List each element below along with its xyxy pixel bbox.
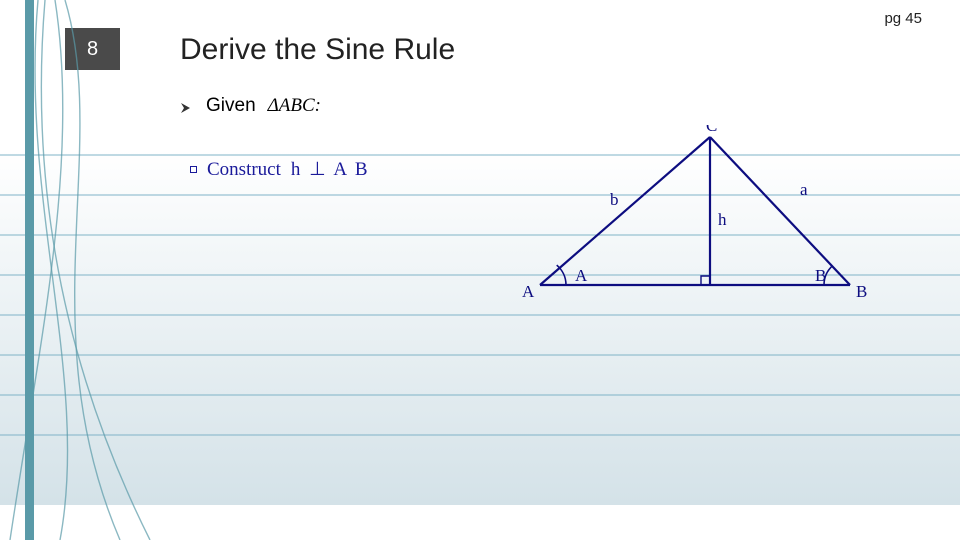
svg-text:h: h <box>718 210 727 229</box>
given-text: Given <box>206 95 256 117</box>
svg-text:A: A <box>522 282 535 301</box>
svg-text:b: b <box>610 190 619 209</box>
svg-text:C: C <box>706 125 717 135</box>
svg-text:a: a <box>800 180 808 199</box>
construct-math: h ⊥ A B <box>291 158 370 181</box>
given-math: ΔABC: <box>268 95 321 117</box>
triangle-diagram: A B Cb a h A B <box>520 125 870 305</box>
square-bullet-icon <box>190 166 197 173</box>
page-title: Derive the Sine Rule <box>180 33 455 67</box>
bullet-construct: Construct h ⊥ A B <box>190 158 370 181</box>
svg-text:A: A <box>575 266 588 285</box>
svg-text:B: B <box>815 266 826 285</box>
construct-text: Construct <box>207 159 281 181</box>
slide-number-badge: 8 <box>65 28 120 70</box>
svg-text:B: B <box>856 282 867 301</box>
bullet-given: Given ΔABC: <box>180 95 321 117</box>
arrow-bullet-icon <box>180 99 194 113</box>
page-number: pg 45 <box>884 10 922 27</box>
